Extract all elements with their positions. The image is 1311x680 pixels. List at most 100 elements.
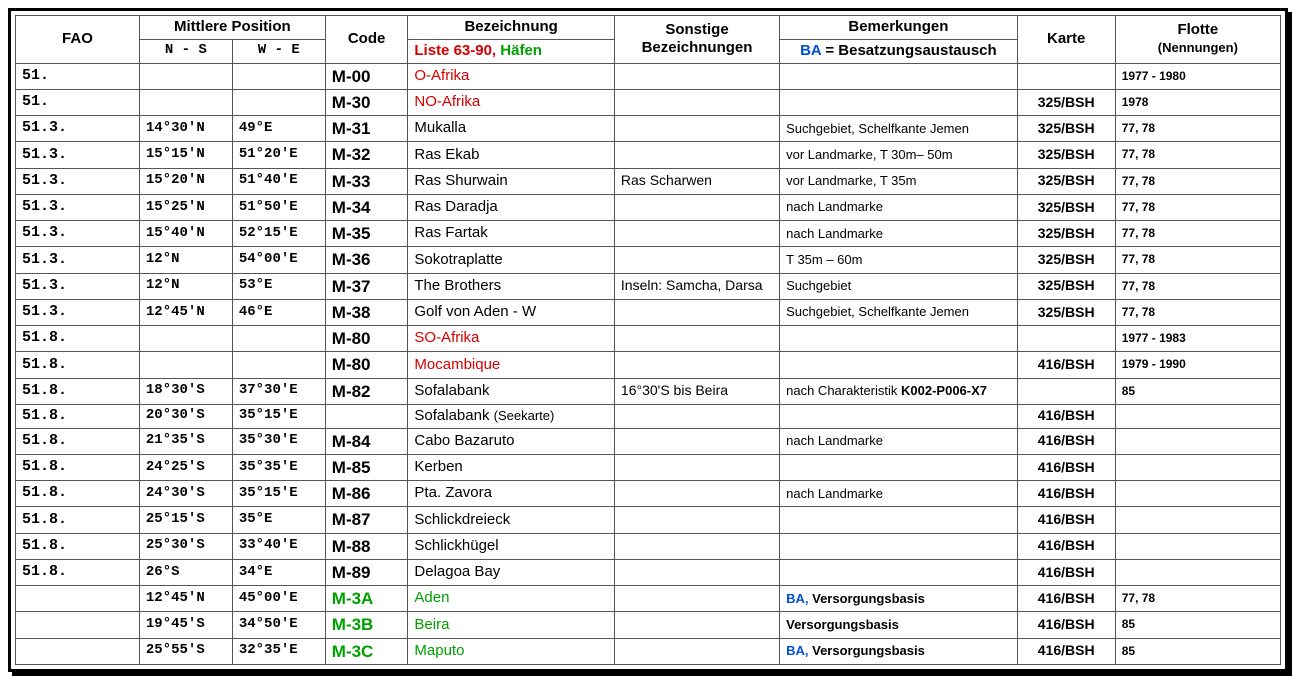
cell-karte: 416/BSH xyxy=(1017,404,1115,428)
cell-ns: 12°45'N xyxy=(139,299,232,325)
table-row: 51.8.20°30'S35°15'ESofalabank (Seekarte)… xyxy=(16,404,1281,428)
cell-bezeichnung: The Brothers xyxy=(408,273,615,299)
cell-code xyxy=(325,404,408,428)
th-flotte: Flotte (Nennungen) xyxy=(1115,16,1280,64)
cell-code: M-35 xyxy=(325,221,408,247)
table-row: 51.M-30NO-Afrika325/BSH1978 xyxy=(16,89,1281,115)
table-row: 51.3.12°45'N46°EM-38Golf von Aden - WSuc… xyxy=(16,299,1281,325)
cell-ns: 26°S xyxy=(139,559,232,585)
cell-fao: 51.8. xyxy=(16,428,140,454)
cell-karte: 416/BSH xyxy=(1017,454,1115,480)
cell-sonstige xyxy=(614,221,779,247)
cell-bezeichnung: Ras Shurwain xyxy=(408,168,615,194)
cell-bezeichnung: NO-Afrika xyxy=(408,89,615,115)
cell-fao: 51.8. xyxy=(16,378,140,404)
cell-ns xyxy=(139,352,232,378)
cell-ns: 14°30'N xyxy=(139,116,232,142)
cell-code: M-00 xyxy=(325,63,408,89)
cell-code: M-37 xyxy=(325,273,408,299)
th-sonstige-1: Sonstige xyxy=(665,21,728,38)
cell-karte: 416/BSH xyxy=(1017,533,1115,559)
cell-bemerkungen xyxy=(780,559,1018,585)
cell-flotte: 85 xyxy=(1115,638,1280,664)
cell-bezeichnung: Aden xyxy=(408,586,615,612)
cell-code: M-31 xyxy=(325,116,408,142)
cell-bezeichnung: Delagoa Bay xyxy=(408,559,615,585)
cell-karte: 325/BSH xyxy=(1017,89,1115,115)
cell-karte: 325/BSH xyxy=(1017,194,1115,220)
cell-we: 33°40'E xyxy=(232,533,325,559)
cell-bemerkungen: Suchgebiet, Schelfkante Jemen xyxy=(780,299,1018,325)
th-fao: FAO xyxy=(16,16,140,64)
cell-bezeichnung: Sokotraplatte xyxy=(408,247,615,273)
th-sub-ba: BA = Besatzungsaustausch xyxy=(780,39,1018,63)
cell-karte: 325/BSH xyxy=(1017,221,1115,247)
cell-ns: 25°55'S xyxy=(139,638,232,664)
cell-sonstige: Inseln: Samcha, Darsa xyxy=(614,273,779,299)
cell-we: 49°E xyxy=(232,116,325,142)
cell-sonstige: Ras Scharwen xyxy=(614,168,779,194)
table-row: 51.8.25°30'S33°40'EM-88Schlickhügel416/B… xyxy=(16,533,1281,559)
cell-bezeichnung: Ras Ekab xyxy=(408,142,615,168)
cell-fao: 51.3. xyxy=(16,273,140,299)
cell-flotte: 1977 - 1983 xyxy=(1115,326,1280,352)
cell-bemerkungen: nach Landmarke xyxy=(780,221,1018,247)
cell-bemerkungen: nach Landmarke xyxy=(780,428,1018,454)
cell-bemerkungen xyxy=(780,326,1018,352)
cell-ns: 25°15'S xyxy=(139,507,232,533)
cell-sonstige xyxy=(614,454,779,480)
cell-flotte: 77, 78 xyxy=(1115,586,1280,612)
cell-we: 35°15'E xyxy=(232,404,325,428)
table-row: 51.3.12°N54°00'EM-36SokotraplatteT 35m –… xyxy=(16,247,1281,273)
table-row: 51.8.M-80Mocambique416/BSH1979 - 1990 xyxy=(16,352,1281,378)
cell-flotte xyxy=(1115,533,1280,559)
cell-flotte xyxy=(1115,428,1280,454)
th-sonstige-2: Bezeichnungen xyxy=(642,39,753,56)
cell-karte: 325/BSH xyxy=(1017,247,1115,273)
cell-flotte: 77, 78 xyxy=(1115,142,1280,168)
cell-bemerkungen: vor Landmarke, T 30m– 50m xyxy=(780,142,1018,168)
cell-fao: 51.8. xyxy=(16,559,140,585)
cell-karte: 325/BSH xyxy=(1017,116,1115,142)
cell-flotte xyxy=(1115,481,1280,507)
cell-we: 53°E xyxy=(232,273,325,299)
table-frame: FAO Mittlere Position Code Bezeichnung S… xyxy=(8,8,1288,672)
table-row: 51.3.14°30'N49°EM-31MukallaSuchgebiet, S… xyxy=(16,116,1281,142)
cell-flotte: 77, 78 xyxy=(1115,273,1280,299)
cell-code: M-3B xyxy=(325,612,408,638)
cell-fao xyxy=(16,638,140,664)
cell-karte xyxy=(1017,378,1115,404)
cell-bemerkungen: Suchgebiet, Schelfkante Jemen xyxy=(780,116,1018,142)
cell-we: 34°E xyxy=(232,559,325,585)
cell-ns: 20°30'S xyxy=(139,404,232,428)
cell-bemerkungen xyxy=(780,533,1018,559)
cell-flotte: 77, 78 xyxy=(1115,168,1280,194)
cell-karte: 416/BSH xyxy=(1017,481,1115,507)
cell-karte xyxy=(1017,326,1115,352)
cell-karte: 416/BSH xyxy=(1017,428,1115,454)
cell-code: M-3A xyxy=(325,586,408,612)
table-row: 51.3.12°N53°EM-37The BrothersInseln: Sam… xyxy=(16,273,1281,299)
cell-ns xyxy=(139,63,232,89)
cell-sonstige xyxy=(614,507,779,533)
cell-bemerkungen xyxy=(780,404,1018,428)
cell-sonstige xyxy=(614,612,779,638)
sub-ba-rest: = Besatzungsaustausch xyxy=(821,42,996,59)
cell-ns: 15°40'N xyxy=(139,221,232,247)
cell-code: M-89 xyxy=(325,559,408,585)
sub-liste-green: Häfen xyxy=(496,42,542,59)
cell-fao: 51.3. xyxy=(16,194,140,220)
cell-ns: 12°N xyxy=(139,273,232,299)
cell-code: M-88 xyxy=(325,533,408,559)
cell-we: 35°35'E xyxy=(232,454,325,480)
cell-fao: 51.8. xyxy=(16,454,140,480)
cell-fao: 51. xyxy=(16,89,140,115)
cell-ns: 24°25'S xyxy=(139,454,232,480)
cell-bezeichnung: Cabo Bazaruto xyxy=(408,428,615,454)
cell-fao: 51.3. xyxy=(16,116,140,142)
cell-bezeichnung: Beira xyxy=(408,612,615,638)
cell-bemerkungen: T 35m – 60m xyxy=(780,247,1018,273)
cell-flotte: 77, 78 xyxy=(1115,116,1280,142)
cell-bemerkungen xyxy=(780,507,1018,533)
table-row: 25°55'S32°35'EM-3CMaputoBA, Versorgungsb… xyxy=(16,638,1281,664)
